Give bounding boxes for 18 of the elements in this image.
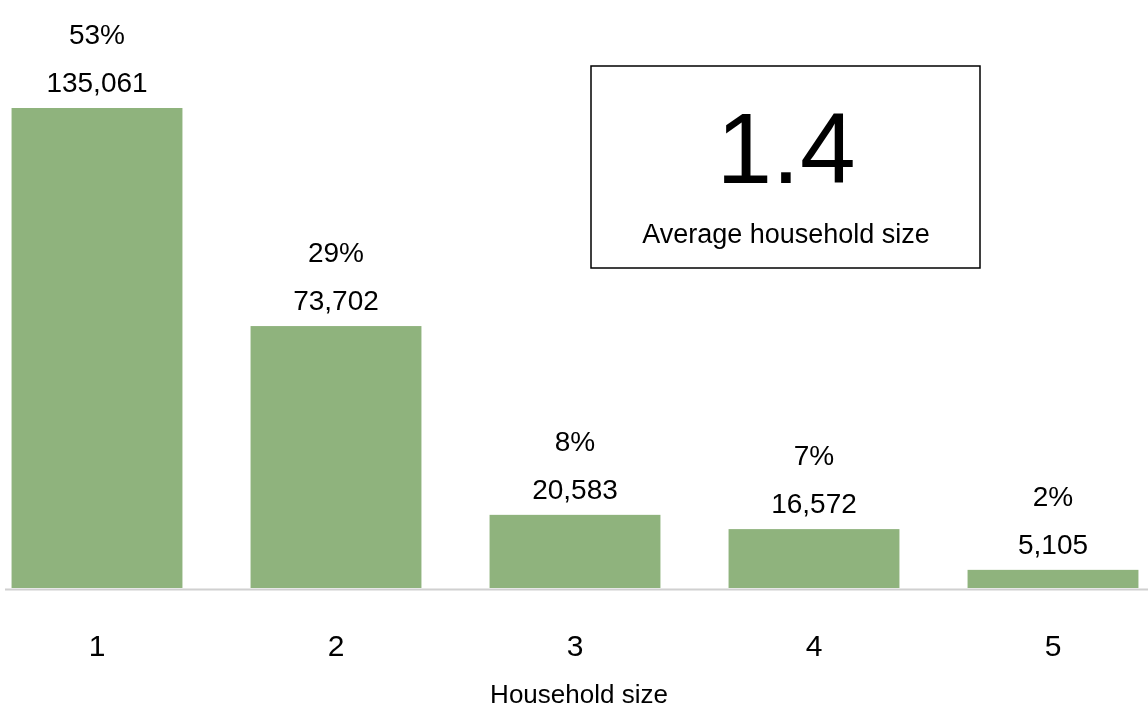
x-tick-label: 2 [327,629,345,662]
bar [728,529,900,588]
bar [489,514,661,588]
x-tick-label: 4 [805,629,823,662]
bar [11,108,183,588]
bar [967,569,1139,588]
annotation: Average household size [642,219,930,249]
data-label: 53% 135,061 [46,19,148,98]
bar [250,326,422,588]
data-label: 8% 20,583 [532,425,618,505]
data-label: 29% 73,702 [293,237,379,317]
x-axis-title: Household size [490,679,668,709]
data-label: 2% 5,105 [1017,480,1089,560]
annotation: 1.4 [716,92,856,204]
x-tick-label: 1 [88,629,106,662]
data-label: 7% 16,572 [771,440,857,520]
x-tick-label: 5 [1044,629,1062,662]
x-tick-label: 3 [566,629,584,662]
